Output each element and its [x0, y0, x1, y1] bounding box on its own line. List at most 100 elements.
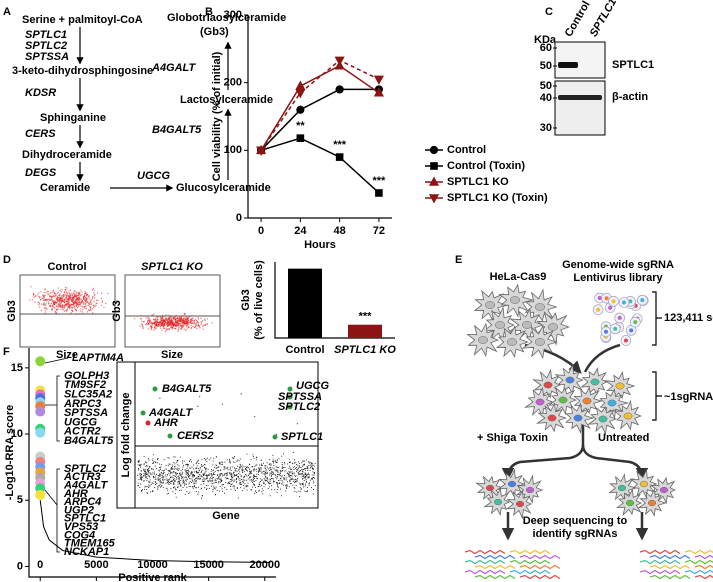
flow-dot — [149, 318, 151, 320]
flow-dot — [57, 299, 59, 301]
inset-dot — [237, 476, 238, 478]
flow-dot — [165, 317, 168, 319]
flow-dot — [163, 327, 165, 330]
inset-dot — [180, 474, 182, 476]
inset-dot — [165, 476, 167, 478]
flow-dot — [154, 328, 156, 330]
flow-dot — [140, 318, 142, 320]
inset-dot — [190, 485, 192, 487]
inset-dot — [246, 485, 248, 487]
band — [558, 95, 602, 100]
inset-dot — [227, 478, 229, 480]
inset-dot — [143, 488, 145, 490]
inset-dot — [170, 471, 172, 473]
inset-dot — [227, 478, 229, 479]
gene-point — [35, 427, 46, 438]
series-line — [260, 88, 379, 151]
inset-dot — [282, 467, 284, 469]
inset-dot — [140, 475, 142, 477]
virus-core — [604, 329, 609, 334]
inset-dot — [226, 489, 228, 491]
inset-dot — [303, 464, 305, 466]
inset-dot — [221, 473, 223, 474]
inset-dot — [227, 483, 229, 485]
inset-dot — [145, 485, 147, 487]
inset-dot — [170, 467, 172, 469]
flow-dot — [65, 297, 67, 299]
inset-dot — [192, 487, 194, 489]
flow-dot — [178, 323, 180, 325]
inset-dot — [283, 470, 285, 472]
x-tick-label: 0 — [258, 225, 264, 237]
inset-dot — [255, 476, 257, 478]
flow-dot — [150, 326, 152, 328]
inset-dot — [177, 486, 179, 488]
flow-dot — [91, 298, 94, 300]
inset-dot — [143, 469, 145, 471]
read — [684, 569, 713, 575]
flow-dot — [80, 289, 82, 291]
inset-dot — [209, 479, 211, 481]
flow-dot — [76, 305, 78, 307]
flow-dot — [211, 322, 213, 324]
flow-dot — [156, 320, 158, 322]
flow-dot — [96, 302, 98, 305]
inset-dot — [261, 491, 263, 493]
inset-dot — [272, 458, 274, 460]
flow-dot — [184, 318, 186, 320]
flow-dot — [68, 290, 70, 292]
flow-dot — [83, 297, 86, 299]
flow-dot — [190, 320, 192, 323]
inset-dot — [301, 460, 303, 462]
inset-dot — [233, 471, 235, 473]
flow-dot — [51, 308, 54, 310]
inset-dot — [281, 467, 283, 469]
flow-dot — [181, 319, 183, 321]
inset-dot — [259, 485, 261, 487]
inset-dot — [204, 466, 205, 468]
inset-dot — [202, 473, 204, 475]
nucleus — [507, 480, 517, 488]
flow-x-label: Size — [56, 349, 78, 361]
inset-dot — [146, 486, 148, 488]
flow-dot — [160, 317, 162, 320]
inset-dot — [167, 482, 169, 484]
inset-dot — [171, 480, 173, 482]
inset-dot — [265, 465, 267, 467]
inset-dot — [304, 473, 306, 475]
flow-dot — [60, 300, 62, 303]
inset — [116, 361, 319, 509]
inset-dot — [264, 480, 266, 482]
flow-dot — [57, 300, 59, 302]
flow-dot — [171, 327, 173, 329]
inset-dot — [195, 468, 197, 470]
flow-dot — [29, 299, 31, 301]
inset-dot — [277, 480, 279, 481]
inset-dot — [153, 473, 155, 475]
inset-dot — [198, 463, 200, 464]
inset-dot — [264, 482, 265, 484]
inset-dot — [170, 467, 172, 469]
inset-dot — [289, 475, 291, 476]
flow-dot — [204, 324, 206, 326]
inset-dot — [218, 473, 220, 475]
inset-dot — [206, 474, 207, 476]
gene-label: VPS53 — [64, 521, 98, 533]
inset-dot — [271, 471, 273, 473]
virus-core — [629, 328, 634, 333]
inset-dot — [159, 467, 161, 469]
inset-dot — [146, 492, 148, 494]
flow-dot — [64, 305, 67, 307]
inset-dot — [310, 462, 312, 464]
inset-dot — [157, 478, 159, 480]
nucleus — [485, 484, 495, 492]
flow-dot — [38, 301, 40, 304]
inset-y-label: Log fold change — [120, 393, 132, 478]
inset-dot — [277, 489, 279, 491]
flow-dot — [78, 299, 80, 301]
inset-dot — [234, 475, 236, 477]
flow-dot — [62, 304, 64, 307]
inset-dot — [217, 466, 219, 468]
inset-dot — [226, 473, 228, 475]
flow-dot — [75, 291, 77, 293]
